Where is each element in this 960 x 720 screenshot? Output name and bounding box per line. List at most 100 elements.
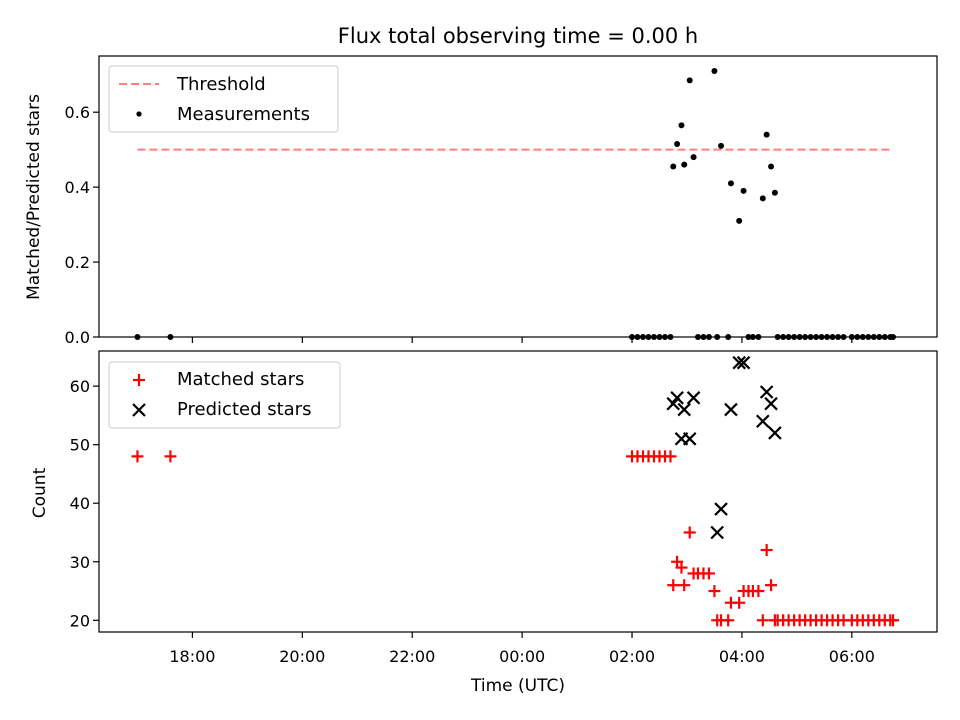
measurement-point xyxy=(745,334,752,340)
predicted-star-point xyxy=(714,502,728,516)
matched-star-point xyxy=(131,450,144,463)
matched-star-point xyxy=(664,450,677,463)
measurement-point xyxy=(835,334,842,340)
measurement-point xyxy=(749,334,756,340)
legend-matched-marker xyxy=(133,374,145,386)
predicted-star-point xyxy=(686,391,701,405)
measurement-point xyxy=(667,334,674,340)
measurement-point xyxy=(818,334,825,340)
predicted-star-point xyxy=(732,355,746,370)
x-tick-label: 04:00 xyxy=(719,647,765,666)
predicted-star-point xyxy=(768,426,782,440)
measurement-point xyxy=(718,142,725,149)
measurement-point xyxy=(796,334,803,340)
measurement-point xyxy=(681,161,688,168)
legend-measurements-label: Measurements xyxy=(177,104,310,125)
legend-predicted-label: Predicted stars xyxy=(177,399,311,420)
measurement-point xyxy=(774,334,781,340)
legend-measurements-swatch xyxy=(136,111,142,117)
matched-star-point xyxy=(708,585,721,598)
bottom-x-ticks: 18:00 20:00 22:00 00:00 02:00 04:00 06:00 xyxy=(169,632,875,666)
predicted-star-point xyxy=(764,396,778,411)
measurement-point xyxy=(674,141,681,148)
measurement-point xyxy=(768,163,775,170)
top-y-tick-label: 0.6 xyxy=(65,103,90,122)
measurement-point xyxy=(711,67,718,74)
bottom-y-axis-label: Count xyxy=(30,467,50,518)
predicted-star-point xyxy=(724,402,738,417)
matched-star-point xyxy=(752,585,765,598)
measurement-point xyxy=(727,180,734,187)
top-panel: 0.0 0.2 0.4 0.6 Matched/Predicted stars Thr… xyxy=(24,55,938,347)
measurement-point xyxy=(802,334,809,340)
x-tick-label: 18:00 xyxy=(169,647,215,666)
measurement-point xyxy=(755,334,762,340)
top-axes-frame xyxy=(98,55,938,338)
predicted-star-point xyxy=(710,525,724,540)
legend-matched-label: Matched stars xyxy=(177,369,304,390)
measurement-point xyxy=(854,334,861,340)
measurement-point xyxy=(791,334,798,340)
top-y-tick-label: 0.4 xyxy=(65,178,90,197)
measurement-point xyxy=(629,334,636,340)
bottom-y-ticks: 20 30 40 50 60 xyxy=(70,377,99,630)
measurement-point xyxy=(686,77,693,84)
measurement-point xyxy=(661,334,668,340)
measurement-point xyxy=(890,334,897,340)
measurement-point xyxy=(167,334,174,340)
predicted-star-point xyxy=(759,385,774,399)
top-plot-area xyxy=(134,67,897,340)
x-tick-label: 00:00 xyxy=(499,647,545,666)
measurement-point xyxy=(736,217,743,224)
measurement-point xyxy=(780,334,787,340)
top-legend-box xyxy=(108,65,339,133)
measurement-point xyxy=(678,122,685,129)
measurement-point xyxy=(694,334,701,340)
matched-star-point xyxy=(675,561,688,574)
legend-predicted-swatch xyxy=(132,403,146,417)
measurement-point xyxy=(640,334,647,340)
bottom-y-tick-label: 30 xyxy=(70,553,90,572)
measurement-point xyxy=(848,334,855,340)
matched-star-point xyxy=(678,579,691,592)
x-tick-label: 20:00 xyxy=(279,647,325,666)
chart-title: Flux total observing time = 0.00 h xyxy=(338,24,698,48)
legend-matched-swatch xyxy=(133,374,145,386)
bottom-plot-area xyxy=(131,355,900,627)
matched-star-point xyxy=(702,567,715,580)
matched-star-point xyxy=(756,614,769,627)
top-y-axis-label: Matched/Predicted stars xyxy=(24,94,44,300)
measurement-point xyxy=(705,334,712,340)
predicted-star-point xyxy=(682,432,697,446)
measurement-point xyxy=(656,334,663,340)
measurement-point xyxy=(824,334,831,340)
measurement-point xyxy=(725,334,732,340)
measurement-point xyxy=(690,154,697,161)
measurement-point xyxy=(829,334,836,340)
measurement-point xyxy=(645,334,652,340)
x-tick-label: 02:00 xyxy=(609,647,655,666)
matched-star-point xyxy=(887,614,900,627)
measurement-point xyxy=(134,334,141,340)
bottom-y-tick-label: 60 xyxy=(70,377,90,396)
top-y-ticks: 0.0 0.2 0.4 0.6 xyxy=(65,103,99,347)
measurement-point xyxy=(700,334,707,340)
bottom-legend-box xyxy=(108,361,341,429)
bottom-legend: Matched stars Predicted stars xyxy=(108,361,341,429)
measurement-point xyxy=(876,334,883,340)
matched-star-point xyxy=(765,579,778,592)
bottom-axes-frame xyxy=(98,350,938,633)
measurement-point xyxy=(670,163,677,170)
measurement-point xyxy=(634,334,641,340)
top-y-tick-label: 0.2 xyxy=(65,253,90,272)
legend-threshold-label: Threshold xyxy=(176,74,266,95)
predicted-star-point xyxy=(736,355,751,370)
x-tick-label: 22:00 xyxy=(389,647,435,666)
predicted-star-point xyxy=(756,414,770,429)
bottom-y-tick-label: 50 xyxy=(70,436,90,455)
measurement-point xyxy=(759,195,766,202)
matched-star-point xyxy=(722,614,735,627)
measurement-point xyxy=(840,334,847,340)
measurement-point xyxy=(865,334,872,340)
